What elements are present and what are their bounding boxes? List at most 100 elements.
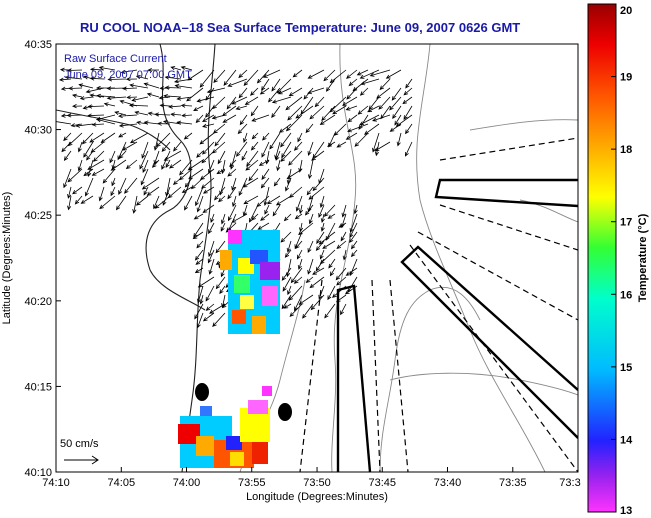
y-tick-label: 40:25 xyxy=(24,210,52,222)
current-arrow xyxy=(213,69,226,84)
current-arrow xyxy=(67,168,83,183)
current-arrow xyxy=(176,96,193,101)
current-arrow xyxy=(61,141,72,153)
y-tick-label: 40:20 xyxy=(24,296,52,308)
current-arrow xyxy=(196,96,215,103)
x-tick-label: 73:55 xyxy=(238,477,266,489)
current-arrow xyxy=(66,113,83,118)
current-arrow xyxy=(311,150,325,161)
current-arrow xyxy=(202,204,215,213)
x-axis-label: Longitude (Degrees:Minutes) xyxy=(246,491,388,503)
current-arrow xyxy=(107,77,127,82)
current-arrow xyxy=(319,249,325,260)
current-arrow xyxy=(286,240,292,253)
current-arrow xyxy=(405,123,413,135)
current-arrow xyxy=(283,213,292,222)
current-arrow xyxy=(256,69,270,84)
current-arrow xyxy=(214,132,226,147)
current-arrow xyxy=(349,222,358,239)
current-arrow xyxy=(86,150,94,161)
current-arrow xyxy=(168,104,182,109)
current-arrow xyxy=(81,132,94,145)
current-arrow xyxy=(222,114,237,123)
current-arrow xyxy=(305,123,314,134)
current-arrow xyxy=(115,195,127,211)
current-arrow xyxy=(223,69,237,86)
current-arrow xyxy=(268,87,281,103)
current-arrow xyxy=(217,150,226,165)
current-arrow xyxy=(153,150,160,165)
current-arrow xyxy=(77,141,83,153)
current-arrow xyxy=(389,123,402,132)
y-axis-label: Latitude (Degrees:Minutes) xyxy=(1,192,13,325)
current-arrow xyxy=(165,159,171,169)
x-tick-label: 73:40 xyxy=(434,477,462,489)
current-arrow xyxy=(391,87,402,101)
current-arrow xyxy=(392,105,402,119)
scale-arrow xyxy=(64,455,99,465)
colorbar-tick-label: 17 xyxy=(620,217,632,229)
current-arrow xyxy=(287,105,303,121)
current-arrow xyxy=(269,132,281,150)
sst-cell xyxy=(248,400,268,414)
current-arrow xyxy=(354,132,369,147)
colorbar-tick-label: 15 xyxy=(620,362,632,374)
current-arrow xyxy=(219,285,226,295)
current-arrow xyxy=(374,141,380,157)
current-arrow xyxy=(214,186,226,201)
current-arrow xyxy=(205,285,215,302)
current-arrow xyxy=(295,240,303,250)
current-arrow xyxy=(316,231,325,245)
current-arrow xyxy=(72,104,83,109)
current-arrow xyxy=(349,231,358,244)
current-arrow xyxy=(140,168,149,186)
current-arrow xyxy=(281,141,292,159)
current-arrow xyxy=(271,96,292,104)
current-arrow xyxy=(250,87,259,96)
current-arrow xyxy=(96,93,116,98)
x-tick-label: 73:50 xyxy=(303,477,331,489)
current-arrow xyxy=(286,168,303,180)
current-arrow xyxy=(304,204,314,216)
current-arrow xyxy=(67,195,72,211)
current-arrow xyxy=(170,112,182,117)
current-arrow xyxy=(275,195,292,206)
current-arrow xyxy=(305,276,314,283)
current-arrow xyxy=(153,132,160,151)
current-arrow xyxy=(162,186,171,206)
contour-line xyxy=(416,44,546,472)
current-arrow xyxy=(226,96,237,110)
current-arrow xyxy=(281,267,292,281)
current-arrow xyxy=(248,168,259,182)
current-arrow xyxy=(345,267,358,276)
current-arrow xyxy=(261,78,270,91)
current-arrow xyxy=(310,294,325,311)
current-arrow xyxy=(294,213,303,220)
current-arrow xyxy=(195,258,204,265)
current-arrow xyxy=(307,195,314,213)
current-arrow xyxy=(194,303,204,320)
current-arrow xyxy=(231,195,237,208)
current-arrow xyxy=(231,213,248,223)
current-arrow xyxy=(181,113,193,118)
current-arrow xyxy=(359,69,380,79)
current-arrow xyxy=(260,177,270,189)
current-arrow xyxy=(385,69,402,79)
current-arrow xyxy=(287,285,292,296)
contour-line xyxy=(519,199,578,223)
current-arrow xyxy=(288,285,303,301)
current-arrow xyxy=(184,195,193,211)
current-arrow xyxy=(131,96,149,102)
current-arrow xyxy=(403,87,413,96)
current-arrow xyxy=(98,186,105,202)
colorbar xyxy=(587,3,617,513)
current-arrow xyxy=(295,195,303,212)
plot-area: Raw Surface Current June 09, 2007 07:00 … xyxy=(56,44,578,472)
current-arrow xyxy=(180,65,193,71)
current-arrow xyxy=(314,96,325,108)
x-tick-label: 74:00 xyxy=(173,477,201,489)
current-arrow xyxy=(329,267,336,277)
current-arrow xyxy=(323,69,336,82)
current-arrow xyxy=(320,222,325,232)
current-arrow xyxy=(109,150,116,164)
